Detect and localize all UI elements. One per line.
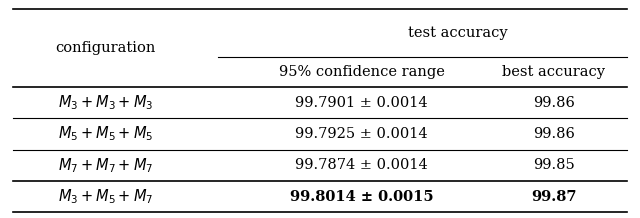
Text: $M_5 + M_5 + M_5$: $M_5 + M_5 + M_5$ xyxy=(58,125,153,143)
Text: 99.7925 ± 0.0014: 99.7925 ± 0.0014 xyxy=(295,127,428,141)
Text: 99.86: 99.86 xyxy=(532,96,575,110)
Text: 99.7901 ± 0.0014: 99.7901 ± 0.0014 xyxy=(295,96,428,110)
Text: $M_7 + M_7 + M_7$: $M_7 + M_7 + M_7$ xyxy=(58,156,153,175)
Text: 99.86: 99.86 xyxy=(532,127,575,141)
Text: 99.87: 99.87 xyxy=(531,190,577,204)
Text: configuration: configuration xyxy=(56,41,156,55)
Text: 99.8014 ± 0.0015: 99.8014 ± 0.0015 xyxy=(290,190,433,204)
Text: best accuracy: best accuracy xyxy=(502,65,605,79)
Text: 99.7874 ± 0.0014: 99.7874 ± 0.0014 xyxy=(295,158,428,172)
Text: test accuracy: test accuracy xyxy=(408,26,508,40)
Text: $M_3 + M_5 + M_7$: $M_3 + M_5 + M_7$ xyxy=(58,187,153,206)
Text: 95% confidence range: 95% confidence range xyxy=(278,65,445,79)
Text: 99.85: 99.85 xyxy=(532,158,575,172)
Text: $M_3 + M_3 + M_3$: $M_3 + M_3 + M_3$ xyxy=(58,93,153,112)
